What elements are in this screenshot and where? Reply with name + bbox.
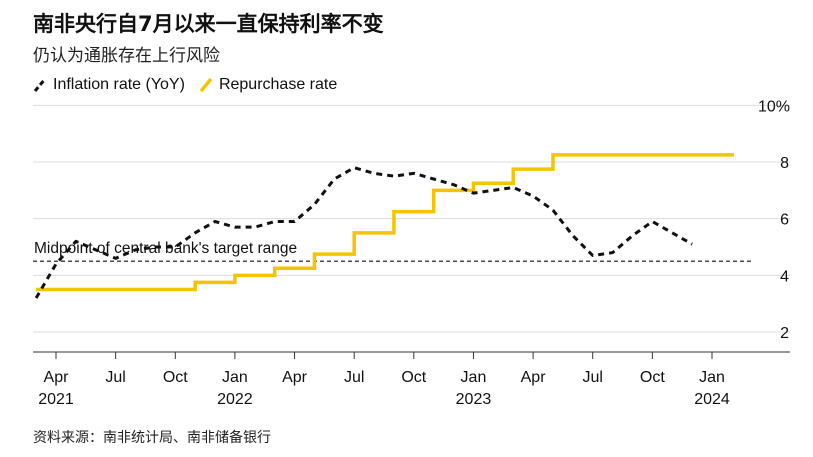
chart-subtitle: 仍认为通胀存在上行风险 (33, 46, 220, 66)
x-tick-label: Apr (44, 369, 70, 386)
x-tick-label: Apr (521, 369, 547, 386)
x-tick-year-label: 2021 (38, 391, 74, 408)
y-tick-label: 10% (758, 98, 790, 115)
solid-line-swatch-icon (199, 77, 213, 93)
y-tick-label: 4 (780, 268, 789, 285)
x-tick-label: Jan (699, 369, 725, 386)
y-tick-label: 2 (780, 325, 789, 342)
legend-label-inflation: Inflation rate (YoY) (53, 76, 185, 93)
legend: Inflation rate (YoY) Repurchase rate (33, 74, 351, 96)
x-tick-label: Oct (163, 369, 188, 386)
x-tick-label: Jul (105, 369, 125, 386)
legend-item-repo: Repurchase rate (199, 76, 337, 94)
source-note: 资料来源：南非统计局、南非储备银行 (33, 430, 271, 446)
x-tick-label: Jan (222, 369, 248, 386)
target-midpoint-label: Midpoint of central bank's target range (34, 240, 297, 257)
inflation-rate-line (34, 166, 693, 299)
legend-item-inflation: Inflation rate (YoY) (33, 76, 185, 94)
legend-label-repo: Repurchase rate (218, 76, 338, 93)
x-tick-label: Oct (401, 369, 426, 386)
x-tick-year-label: 2023 (456, 391, 492, 408)
repurchase-rate-line (36, 153, 734, 292)
dashed-line-swatch-icon (33, 78, 47, 92)
x-tick-label: Jan (461, 369, 487, 386)
x-tick-year-label: 2024 (694, 391, 730, 408)
x-tick-label: Jul (344, 369, 364, 386)
y-tick-label: 6 (780, 212, 789, 229)
x-tick-year-label: 2022 (217, 391, 253, 408)
x-tick-label: Jul (583, 369, 603, 386)
y-tick-label: 8 (780, 155, 789, 172)
annotation-label-background (33, 237, 341, 257)
x-tick-label: Apr (282, 369, 308, 386)
chart-title: 南非央行自7月以来一直保持利率不变 (33, 12, 384, 36)
x-tick-label: Oct (640, 369, 665, 386)
